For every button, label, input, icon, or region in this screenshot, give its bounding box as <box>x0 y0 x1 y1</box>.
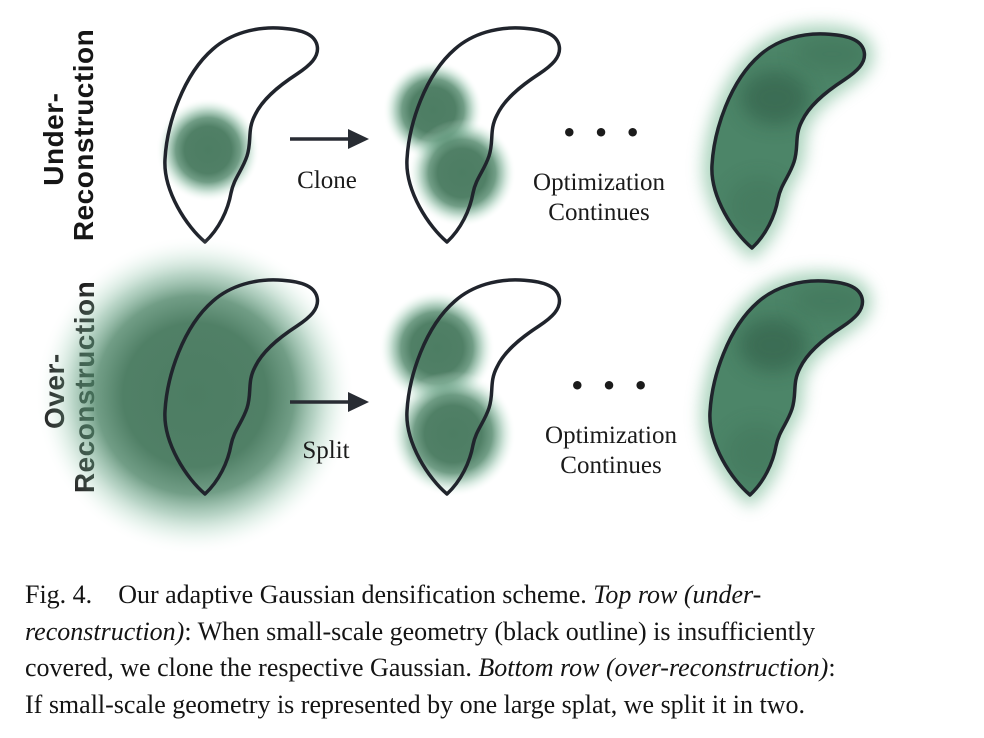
caption-segment-italic: Top row (under- reconstruction) <box>25 580 762 646</box>
large-gaussian-splat <box>35 235 355 555</box>
row-label-under-reconstruction: Under- Reconstruction <box>38 29 99 241</box>
optimization-status-label: Continues <box>548 199 649 226</box>
over-reconstruction-converged-shape <box>710 281 868 495</box>
ellipsis-dots: • • • <box>570 372 653 400</box>
gaussian-splat <box>408 119 516 227</box>
over-reconstruction-split-shape <box>379 278 562 497</box>
caption-segment: : If small-scale geometry is represented… <box>25 653 836 719</box>
shading-patches <box>727 36 865 236</box>
optimization-status-label: Optimization <box>545 422 677 449</box>
caption-fig-number: Fig. 4. <box>25 580 93 609</box>
figure-caption: Fig. 4. Our adaptive Gaussian densificat… <box>25 577 959 723</box>
caption-segment-italic: Bottom row (over-reconstruction) <box>478 653 829 682</box>
split-arrow-group: Split <box>290 392 369 464</box>
optimization-status-label: Optimization <box>533 169 665 196</box>
over-reconstruction-initial-shape <box>35 235 355 555</box>
under-reconstruction-converged-shape <box>712 34 870 248</box>
operation-label: Split <box>302 437 349 464</box>
under-reconstruction-initial-shape <box>156 26 320 244</box>
optimization-status-label: Continues <box>560 452 661 479</box>
densification-diagram: Under- Reconstruction Clone • • • Optimi… <box>35 0 984 555</box>
arrow-right-icon <box>290 129 369 149</box>
ellipsis-dots: • • • <box>562 119 645 147</box>
under-reconstruction-cloned-shape <box>383 26 562 244</box>
caption-segment: : When small-scale geometry (black outli… <box>25 616 816 683</box>
arrow-right-icon <box>290 392 369 412</box>
operation-label: Clone <box>297 167 357 194</box>
gaussian-splat <box>156 98 260 202</box>
clone-arrow-group: Clone <box>290 129 369 194</box>
optimization-continues-group: • • • Optimization Continues <box>545 372 677 479</box>
caption-segment: Our adaptive Gaussian densification sche… <box>92 580 594 609</box>
optimization-continues-group: • • • Optimization Continues <box>533 119 665 226</box>
